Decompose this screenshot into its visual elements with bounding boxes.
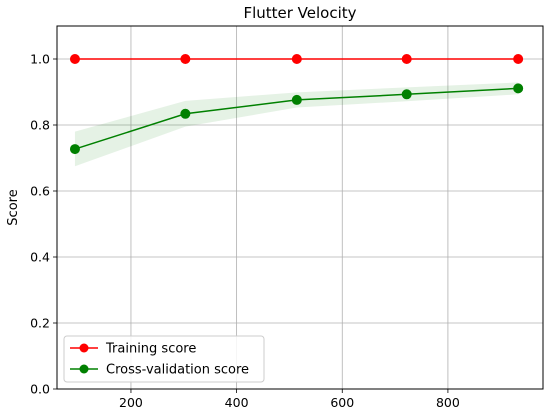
x-tick-label: 200 xyxy=(119,395,143,410)
y-tick-label: 0.0 xyxy=(30,382,50,397)
data-point-cross-validation xyxy=(180,108,191,119)
legend-training-marker xyxy=(79,343,89,353)
series-lines xyxy=(69,54,524,155)
plot-frame xyxy=(56,25,544,390)
y-tick-label: 1.0 xyxy=(30,52,50,67)
legend-cv-label: Cross-validation score xyxy=(106,363,249,378)
confidence-bands xyxy=(74,82,519,167)
legend: Training score Cross-validation score xyxy=(63,335,265,383)
y-tick-label: 0.4 xyxy=(30,250,50,265)
data-point-cross-validation xyxy=(401,89,412,100)
data-point-training xyxy=(291,54,302,64)
data-point-cross-validation xyxy=(69,144,80,155)
y-tick-label: 0.2 xyxy=(30,316,50,331)
legend-cv-marker xyxy=(79,364,89,374)
data-point-training xyxy=(69,54,80,64)
axes: 200 400 600 800 0.0 0.2 0.4 0.6 0.8 1.0 xyxy=(30,52,460,411)
chart-title: Flutter Velocity xyxy=(243,4,356,22)
x-tick-label: 800 xyxy=(436,395,460,410)
x-tick-label: 400 xyxy=(225,395,249,410)
y-axis-title: Score xyxy=(6,189,21,225)
legend-box xyxy=(63,335,265,383)
y-tick-label: 0.6 xyxy=(30,184,50,199)
y-tick-label: 0.8 xyxy=(30,118,50,133)
data-point-training xyxy=(180,54,191,64)
data-point-training xyxy=(401,54,412,64)
data-point-cross-validation xyxy=(513,83,524,94)
x-tick-label: 600 xyxy=(330,395,354,410)
band-cross-validation xyxy=(74,82,519,167)
legend-training-label: Training score xyxy=(105,342,196,357)
data-point-cross-validation xyxy=(291,94,302,105)
data-point-training xyxy=(513,54,524,64)
